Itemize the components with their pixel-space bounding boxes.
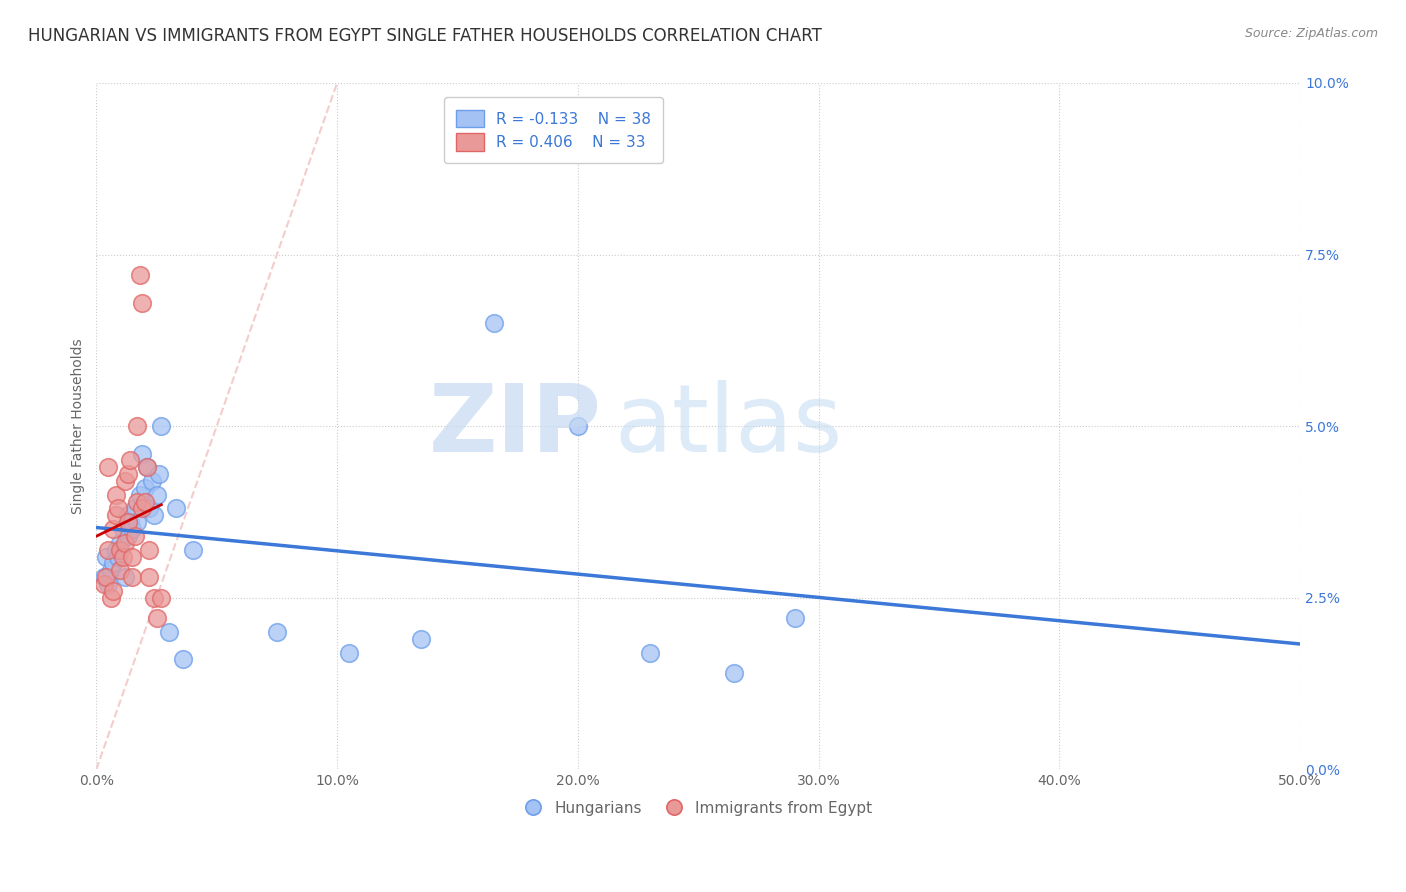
Point [411, 632, 433, 646]
Point [138, 570, 160, 584]
Point [111, 522, 134, 536]
Point [157, 625, 180, 640]
Point [141, 474, 163, 488]
Point [638, 646, 661, 660]
Point [128, 268, 150, 282]
Point [110, 536, 132, 550]
Point [117, 515, 139, 529]
Point [103, 583, 125, 598]
Point [131, 295, 153, 310]
Point [567, 419, 589, 434]
Point [121, 522, 143, 536]
Point [117, 508, 139, 523]
Legend: Hungarians, Immigrants from Egypt: Hungarians, Immigrants from Egypt [516, 793, 880, 823]
Point [93, 570, 115, 584]
Point [127, 515, 149, 529]
Point [114, 536, 136, 550]
Point [150, 419, 173, 434]
Point [104, 542, 127, 557]
Point [337, 646, 360, 660]
Point [143, 591, 166, 605]
Point [107, 501, 129, 516]
Point [97, 460, 120, 475]
Point [110, 563, 132, 577]
Point [266, 625, 288, 640]
Point [145, 488, 167, 502]
Point [124, 501, 146, 516]
Text: HUNGARIAN VS IMMIGRANTS FROM EGYPT SINGLE FATHER HOUSEHOLDS CORRELATION CHART: HUNGARIAN VS IMMIGRANTS FROM EGYPT SINGL… [28, 27, 823, 45]
Point [181, 542, 204, 557]
Point [135, 460, 157, 475]
Point [120, 453, 142, 467]
Point [103, 522, 125, 536]
Point [114, 570, 136, 584]
Point [134, 481, 156, 495]
Point [723, 666, 745, 681]
Point [104, 488, 127, 502]
Point [138, 501, 160, 516]
Point [148, 467, 170, 482]
Point [117, 529, 139, 543]
Point [94, 549, 117, 564]
Point [110, 542, 132, 557]
Point [172, 652, 194, 666]
Point [117, 467, 139, 482]
Point [127, 494, 149, 508]
Text: ZIP: ZIP [429, 380, 602, 472]
Point [97, 542, 120, 557]
Point [121, 549, 143, 564]
Point [120, 515, 142, 529]
Y-axis label: Single Father Households: Single Father Households [72, 338, 86, 514]
Point [100, 563, 122, 577]
Point [124, 529, 146, 543]
Point [121, 570, 143, 584]
Point [103, 557, 125, 571]
Point [143, 508, 166, 523]
Point [104, 508, 127, 523]
Text: Source: ZipAtlas.com: Source: ZipAtlas.com [1244, 27, 1378, 40]
Point [783, 611, 806, 625]
Point [138, 542, 160, 557]
Point [150, 591, 173, 605]
Point [97, 577, 120, 591]
Point [165, 501, 187, 516]
Point [128, 488, 150, 502]
Text: atlas: atlas [614, 380, 842, 472]
Point [93, 577, 115, 591]
Point [94, 570, 117, 584]
Point [131, 501, 153, 516]
Point [131, 446, 153, 460]
Point [482, 316, 505, 330]
Point [145, 611, 167, 625]
Point [100, 591, 122, 605]
Point [127, 419, 149, 434]
Point [134, 494, 156, 508]
Point [135, 460, 157, 475]
Point [107, 549, 129, 564]
Point [111, 549, 134, 564]
Point [114, 474, 136, 488]
